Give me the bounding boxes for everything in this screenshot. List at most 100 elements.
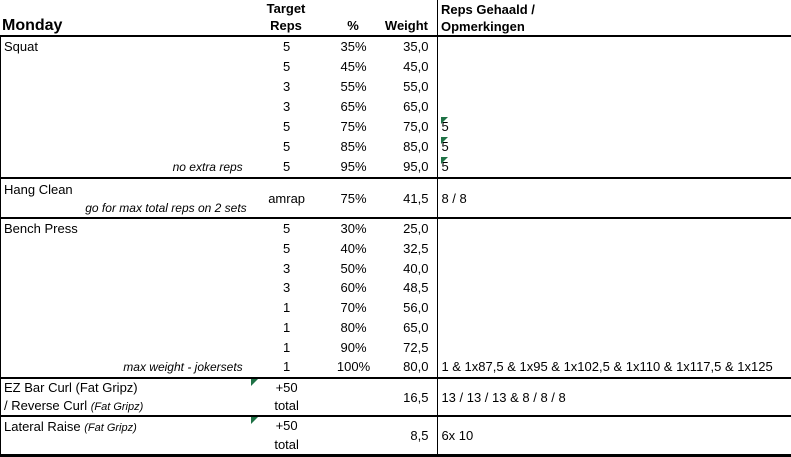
cell-weight[interactable]: 55,0 — [403, 79, 429, 94]
squat-result-col: 5 5 5 — [437, 37, 791, 177]
cell-weight[interactable]: 8,5 — [410, 428, 429, 443]
cell-target[interactable]: 5 — [283, 240, 291, 256]
section-bench-press: Bench Press max weight - jokersets 5 5 3… — [0, 217, 791, 377]
cell-result[interactable] — [441, 338, 791, 358]
squat-name-cell[interactable]: Squat no extra reps — [1, 37, 251, 177]
cell-result[interactable] — [441, 97, 791, 117]
cell-result[interactable]: 5 — [441, 157, 449, 174]
section-hang-clean: Hang Clean go for max total reps on 2 se… — [0, 177, 791, 217]
cell-pct[interactable]: 95% — [340, 159, 367, 174]
cell-target[interactable]: +50 total — [250, 417, 323, 454]
cell-weight[interactable]: 35,0 — [403, 39, 429, 54]
cell-result[interactable] — [441, 37, 791, 57]
cell-pct[interactable]: 50% — [340, 260, 367, 276]
cell-pct[interactable]: 30% — [340, 221, 367, 236]
col-header-result-line1: Reps Gehaald / — [441, 2, 535, 17]
cell-weight[interactable]: 80,0 — [403, 359, 429, 375]
cell-weight[interactable]: 32,5 — [403, 240, 429, 256]
section-ez-bar-curl: EZ Bar Curl (Fat Gripz) / Reverse Curl (… — [0, 377, 791, 415]
cell-result[interactable] — [441, 57, 791, 77]
lateral-raise-name-cell[interactable]: Lateral Raise (Fat Gripz) — [1, 417, 251, 454]
cell-pct[interactable]: 55% — [340, 79, 367, 94]
day-header-cell[interactable]: Monday — [0, 0, 250, 35]
green-corner-flag-icon — [250, 379, 258, 386]
cell-result[interactable] — [441, 219, 791, 239]
bench-name-cell[interactable]: Bench Press max weight - jokersets — [1, 219, 251, 377]
cell-target[interactable]: 3 — [283, 99, 291, 114]
cell-target[interactable]: +50 total — [250, 379, 323, 415]
cell-result[interactable] — [441, 298, 791, 318]
cell-weight[interactable]: 72,5 — [403, 339, 429, 355]
cell-pct[interactable] — [323, 379, 385, 415]
cell-pct[interactable]: 35% — [340, 39, 367, 54]
col-header-target-reps[interactable]: Target Reps — [250, 0, 322, 35]
cell-weight[interactable]: 65,0 — [403, 319, 429, 335]
cell-target[interactable]: 5 — [283, 39, 291, 54]
bench-target-col: 5 5 3 3 1 1 1 1 — [251, 219, 323, 377]
ez-curl-name-cell[interactable]: EZ Bar Curl (Fat Gripz) / Reverse Curl (… — [1, 379, 251, 415]
col-header-result[interactable]: Reps Gehaald / Opmerkingen — [437, 0, 791, 35]
cell-weight[interactable]: 48,5 — [403, 280, 429, 296]
cell-result[interactable] — [441, 278, 791, 298]
cell-pct[interactable]: 100% — [336, 359, 371, 375]
col-header-weight[interactable]: Weight — [384, 18, 428, 33]
cell-weight[interactable]: 65,0 — [403, 99, 429, 114]
cell-weight[interactable]: 25,0 — [403, 221, 429, 236]
cell-pct[interactable]: 70% — [340, 300, 367, 315]
cell-target[interactable]: 3 — [283, 280, 291, 296]
bench-weight-col: 25,0 32,5 40,0 48,5 56,0 65,0 72,5 80,0 — [385, 219, 438, 377]
cell-target[interactable]: 1 — [283, 359, 291, 375]
cell-weight[interactable]: 75,0 — [403, 119, 429, 134]
cell-result[interactable]: 6x 10 — [437, 417, 791, 454]
cell-weight[interactable]: 41,5 — [403, 190, 429, 206]
bench-result-col: 1 & 1x87,5 & 1x95 & 1x102,5 & 1x110 & 1x… — [437, 219, 791, 377]
cell-target[interactable]: 5 — [283, 119, 291, 134]
cell-result[interactable]: 8 / 8 — [437, 179, 791, 217]
cell-target[interactable]: 1 — [283, 319, 291, 335]
exercise-title: Bench Press — [4, 221, 78, 236]
cell-pct[interactable]: 75% — [340, 119, 367, 134]
cell-weight[interactable]: 95,0 — [403, 159, 429, 174]
col-header-target-line2: Reps — [270, 18, 302, 33]
header-row: Monday Target Reps % Weight Reps Gehaald… — [0, 0, 791, 37]
cell-pct[interactable]: 75% — [340, 190, 367, 206]
cell-target[interactable]: 1 — [283, 300, 291, 315]
cell-weight[interactable]: 85,0 — [403, 139, 429, 154]
col-header-pct[interactable]: % — [347, 18, 359, 33]
exercise-title-line2: / Reverse Curl (Fat Gripz) — [4, 398, 144, 413]
cell-target[interactable]: 5 — [283, 139, 291, 154]
hang-clean-name-cell[interactable]: Hang Clean go for max total reps on 2 se… — [1, 179, 251, 217]
cell-weight[interactable]: 16,5 — [403, 389, 429, 405]
cell-result[interactable]: 5 — [441, 137, 449, 154]
cell-result[interactable] — [441, 239, 791, 259]
cell-pct[interactable]: 60% — [340, 280, 367, 296]
cell-pct[interactable]: 80% — [340, 319, 367, 335]
cell-target[interactable]: 5 — [283, 59, 291, 74]
cell-target[interactable]: 5 — [283, 159, 291, 174]
cell-pct[interactable]: 90% — [340, 339, 367, 355]
cell-pct[interactable] — [323, 417, 385, 454]
cell-result[interactable]: 13 / 13 / 13 & 8 / 8 / 8 — [437, 379, 791, 415]
col-header-target-line1: Target — [266, 1, 306, 16]
exercise-title: Hang Clean — [4, 182, 73, 197]
cell-weight[interactable]: 45,0 — [403, 59, 429, 74]
cell-target[interactable]: amrap — [268, 190, 306, 206]
cell-weight[interactable]: 40,0 — [403, 260, 429, 276]
green-corner-flag-icon — [441, 157, 449, 164]
cell-result[interactable] — [441, 318, 791, 338]
cell-result[interactable] — [441, 259, 791, 279]
cell-result[interactable]: 5 — [441, 117, 449, 134]
section-squat: Squat no extra reps 5 5 3 3 5 5 5 35% 45… — [0, 37, 791, 177]
cell-result[interactable] — [441, 77, 791, 97]
cell-target[interactable]: 3 — [283, 260, 291, 276]
cell-pct[interactable]: 45% — [340, 59, 367, 74]
cell-pct[interactable]: 85% — [340, 139, 367, 154]
cell-target[interactable]: 3 — [283, 79, 291, 94]
cell-pct[interactable]: 40% — [340, 240, 367, 256]
cell-target[interactable]: 5 — [283, 221, 291, 236]
cell-pct[interactable]: 65% — [340, 99, 367, 114]
cell-result[interactable]: 1 & 1x87,5 & 1x95 & 1x102,5 & 1x110 & 1x… — [441, 359, 773, 375]
exercise-title: Squat — [4, 39, 38, 54]
cell-target[interactable]: 1 — [283, 339, 291, 355]
cell-weight[interactable]: 56,0 — [403, 300, 429, 315]
